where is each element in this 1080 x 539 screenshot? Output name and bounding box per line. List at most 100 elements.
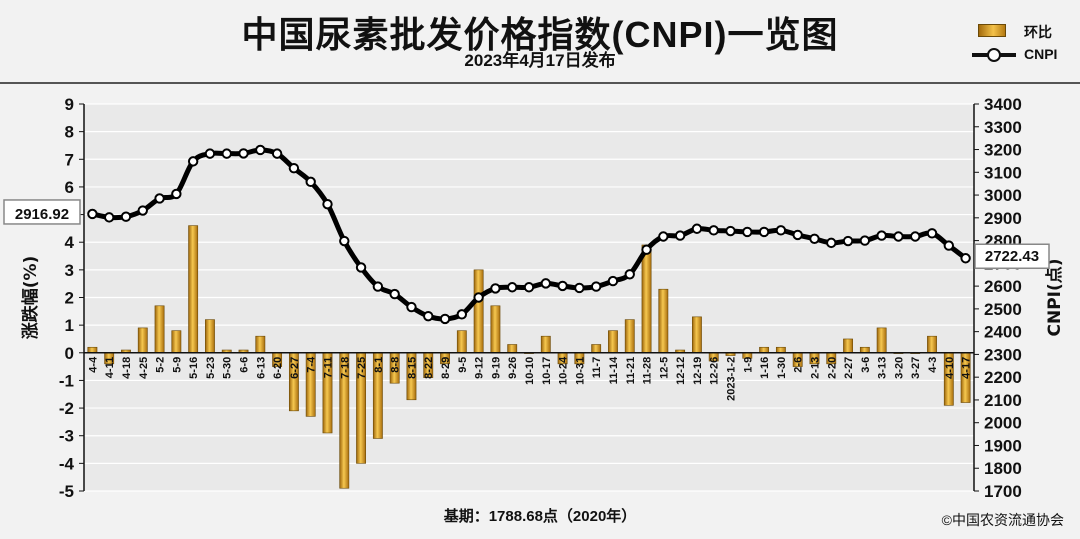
change-bar — [876, 327, 887, 354]
cnpi-point — [490, 283, 501, 294]
cnpi-point — [960, 253, 971, 264]
cnpi-point — [758, 226, 770, 238]
change-bar — [456, 330, 467, 354]
cnpi-point — [271, 148, 283, 159]
cnpi-point — [137, 205, 148, 216]
change-bar — [507, 344, 518, 354]
x-tick-label: 9-12 — [474, 357, 486, 379]
x-tick-label: 2-6 — [793, 357, 805, 373]
x-tick-label: 4-3 — [927, 357, 939, 373]
value-callouts: 2916.92 2722.43 — [3, 199, 1050, 269]
x-tick-label: 4-10 — [944, 357, 956, 379]
x-tick-label: 5-2 — [155, 357, 167, 373]
x-tick-label: 4-17 — [961, 357, 973, 379]
change-bar — [87, 346, 98, 354]
change-bar — [859, 346, 870, 354]
cnpi-point — [456, 309, 468, 320]
cnpi-point — [288, 162, 300, 174]
cnpi-point — [590, 281, 602, 292]
x-tick-label: 2-20 — [826, 357, 838, 379]
left-tick-label: 2 — [65, 289, 74, 308]
x-tick-label: 1-16 — [759, 357, 771, 379]
baseline-note: 基期：1788.68点（2020年） — [443, 508, 637, 525]
last-value-box — [974, 243, 1050, 269]
cnpi-point — [171, 188, 182, 200]
change-bar — [171, 330, 182, 354]
cnpi-point — [574, 282, 585, 294]
x-tick-label: 9-19 — [490, 357, 502, 379]
cnpi-point — [725, 225, 736, 237]
x-tick-label: 12-12 — [675, 357, 687, 385]
x-tick-label: 12-19 — [692, 357, 704, 385]
x-tick-label: 3-13 — [877, 357, 889, 379]
header-divider — [0, 82, 1080, 84]
cnpi-point — [103, 212, 115, 223]
cnpi-point — [423, 310, 434, 322]
left-tick-label: 1 — [65, 316, 74, 335]
left-y-axis: -5-4-3-2-10123456789涨跌幅(%) — [20, 95, 85, 501]
cnpi-point — [355, 262, 367, 273]
change-bar — [473, 269, 484, 354]
right-tick-label: 3100 — [984, 163, 1022, 182]
change-bar — [759, 346, 770, 354]
cnpi-point — [792, 229, 803, 241]
right-tick-label: 2000 — [984, 414, 1022, 433]
change-bar — [154, 305, 165, 354]
cnpi-point — [557, 280, 568, 292]
cnpi-line-series — [87, 144, 971, 325]
cnpi-point — [238, 148, 249, 159]
cnpi-point — [389, 288, 400, 300]
left-tick-label: -2 — [59, 399, 74, 418]
right-y-axis: 1700 1800 1900 2000 2100 2200 2300 2400 2500 2600… — [973, 95, 1065, 501]
x-tick-label: 7-25 — [356, 357, 368, 379]
x-tick-label: 6-13 — [255, 357, 267, 379]
x-tick-label: 7-18 — [339, 357, 351, 379]
x-tick-label: 4-18 — [121, 357, 133, 379]
cnpi-point — [691, 223, 703, 234]
right-tick-label: 3400 — [984, 95, 1022, 114]
x-tick-label: 9-5 — [457, 357, 469, 373]
left-tick-label: 9 — [65, 95, 74, 114]
x-tick-label: 7-4 — [306, 356, 318, 373]
cnpi-point — [926, 228, 938, 239]
x-tick-label: 7-11 — [322, 357, 334, 378]
x-tick-label: 6-27 — [289, 357, 301, 379]
change-bar — [658, 288, 669, 354]
cnpi-point — [607, 275, 619, 287]
cnpi-point — [742, 226, 753, 238]
bar-series — [87, 225, 971, 489]
x-tick-label: 8-8 — [390, 357, 402, 373]
right-tick-label: 2100 — [984, 391, 1022, 410]
legend-bar-label: 环比 — [1024, 24, 1052, 40]
cnpi-point — [120, 211, 132, 222]
cnpi-point — [305, 176, 316, 188]
cnpi-point — [826, 237, 837, 249]
cnpi-point — [540, 278, 551, 289]
change-bar — [591, 344, 602, 354]
cnpi-point — [523, 282, 535, 293]
x-tick-label: 10-10 — [524, 357, 536, 385]
change-bar — [927, 335, 937, 354]
x-tick-label: 8-29 — [440, 357, 452, 379]
x-tick-label: 10-17 — [541, 357, 553, 385]
change-bar — [775, 346, 786, 354]
x-tick-label: 10-31 — [574, 357, 586, 385]
left-axis-label: 涨跌幅(%) — [20, 256, 41, 340]
cnpi-point — [674, 230, 686, 241]
x-axis-labels: 4-4 4-11 4-18 4-25 5-2 5-9 5-16 5-23 5-30 6-6 6-13… — [87, 356, 972, 401]
cnpi-point — [775, 225, 787, 236]
left-tick-label: 4 — [65, 233, 75, 252]
change-bar — [255, 335, 266, 354]
change-bar — [188, 225, 199, 354]
change-bar — [137, 327, 148, 354]
cnpi-point — [708, 225, 719, 236]
bar-swatch-icon — [978, 24, 1006, 37]
right-tick-label: 2500 — [984, 300, 1022, 319]
cnpi-point — [507, 282, 518, 293]
right-tick-label: 2400 — [984, 323, 1022, 342]
right-tick-label: 2200 — [984, 368, 1022, 387]
right-tick-label: 1800 — [984, 459, 1022, 478]
cnpi-point — [658, 231, 669, 242]
line-marker-icon — [987, 48, 1001, 62]
